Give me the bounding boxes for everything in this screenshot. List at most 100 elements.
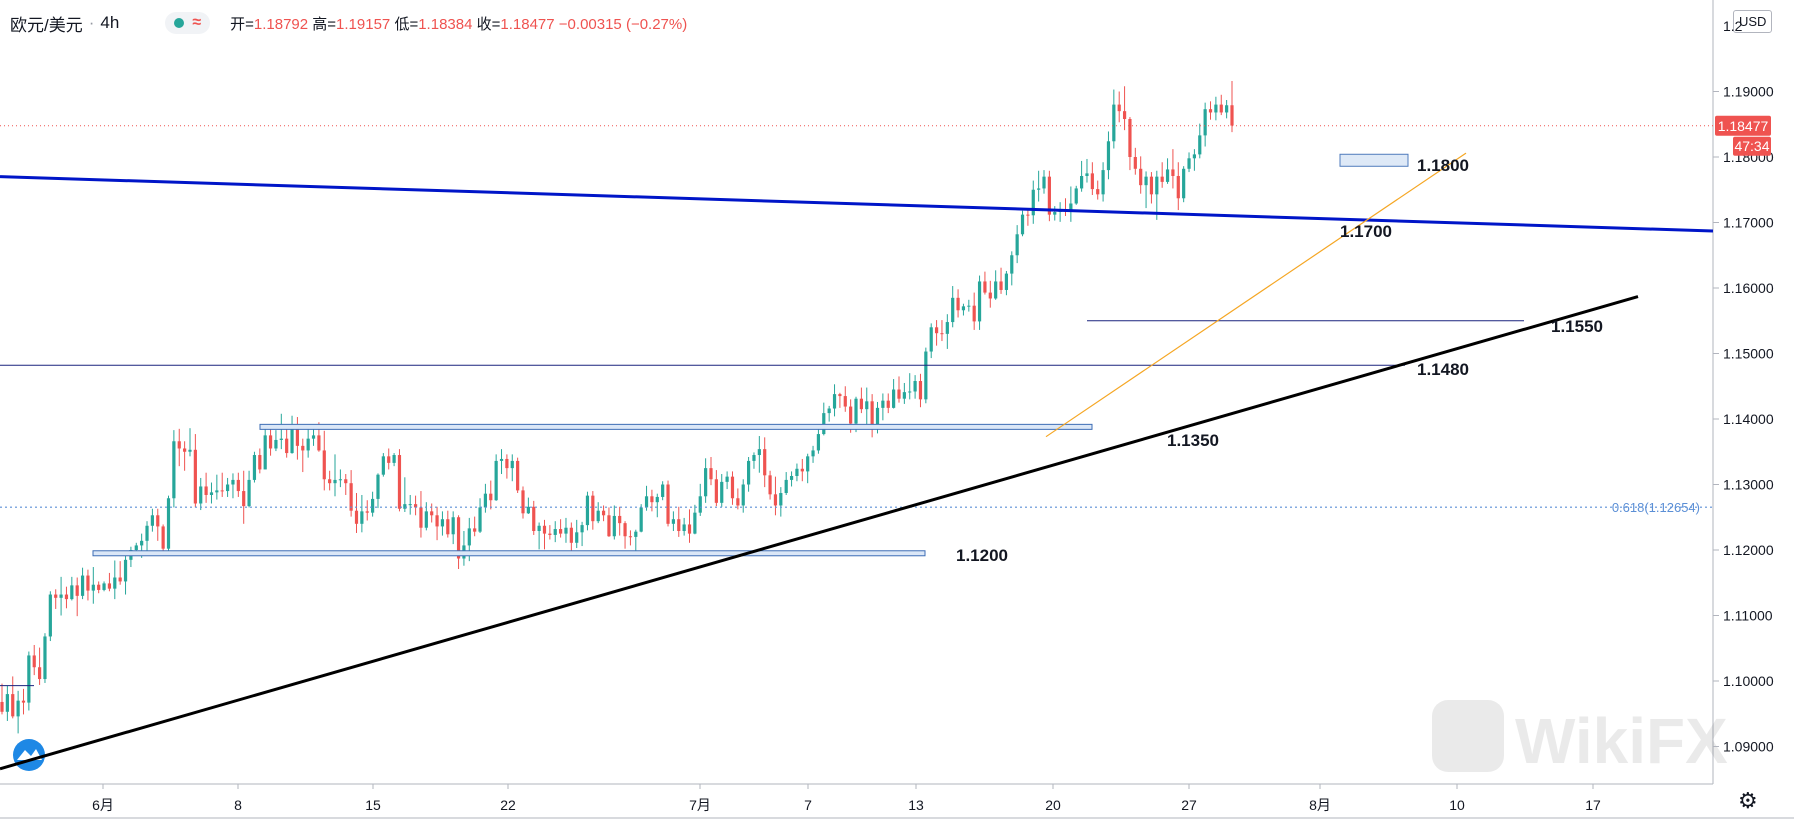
candle-body	[542, 525, 547, 534]
candle-body	[972, 305, 976, 322]
currency-badge[interactable]: USD	[1733, 10, 1773, 33]
candle-body	[1069, 203, 1073, 211]
candle-body	[795, 468, 799, 476]
time-tick-label: 27	[1181, 797, 1197, 813]
candle-body	[591, 495, 595, 522]
candle-body	[693, 512, 697, 534]
candle-body	[553, 529, 557, 535]
candle-body	[32, 655, 36, 668]
candle-body	[387, 456, 391, 463]
wave-icon[interactable]: ≈	[192, 14, 202, 31]
change-value: −0.00315 (−0.27%)	[558, 15, 688, 33]
candle-body	[1187, 158, 1191, 169]
candle-body	[741, 484, 745, 506]
candle-body	[166, 498, 171, 549]
watermark-logo-mark	[1432, 700, 1504, 772]
candle-body	[934, 327, 939, 334]
candle-body	[107, 583, 112, 589]
candle-body	[709, 468, 713, 480]
candle-body	[779, 493, 783, 506]
candle-body	[736, 498, 740, 506]
candle-body	[661, 484, 665, 497]
candle-body	[623, 523, 627, 537]
candle-body	[746, 460, 751, 485]
candle-body	[397, 455, 402, 509]
low-value: 1.18384	[418, 15, 473, 33]
chart-provider-logo[interactable]	[13, 739, 45, 771]
candle-body	[247, 479, 251, 507]
candle-body	[1165, 169, 1170, 182]
candle-body	[183, 448, 187, 452]
candle-body	[886, 400, 890, 408]
candle-body	[424, 511, 428, 528]
candle-body	[945, 322, 949, 334]
candle-body	[532, 506, 536, 532]
candle-body	[1198, 135, 1202, 155]
candle-body	[435, 515, 439, 527]
symbol-name[interactable]: 欧元/美元	[10, 15, 83, 35]
candle-body	[908, 391, 912, 393]
interval-label[interactable]: 4h	[100, 13, 120, 32]
candle-body	[1080, 175, 1084, 189]
indicator-toggle-pill[interactable]: ≈	[165, 12, 211, 34]
candle-body	[48, 594, 52, 637]
candle-body	[1171, 169, 1175, 176]
candle-body	[473, 528, 477, 532]
candle-body	[1230, 105, 1234, 126]
candle-body	[204, 486, 208, 495]
settings-gear-icon[interactable]: ⚙	[1738, 788, 1758, 813]
candle-body	[865, 401, 869, 410]
price-tick-label: 1.14000	[1723, 411, 1774, 427]
price-tick-label: 1.09000	[1723, 739, 1774, 755]
candle-body	[687, 524, 692, 534]
candle-body	[725, 476, 729, 482]
candle-body	[403, 504, 407, 509]
candle-body	[285, 438, 289, 454]
time-tick-label: 22	[500, 797, 516, 813]
candle-body	[832, 394, 837, 409]
chart-legend: 欧元/美元 · 4h ≈ 开=1.18792 高=1.19157 低=1.183…	[10, 10, 687, 36]
candle-body	[1122, 111, 1127, 120]
candle-body	[510, 460, 514, 469]
high-label: 高=	[312, 15, 337, 33]
candle-body	[994, 281, 998, 299]
candle-body	[698, 496, 702, 513]
candle-body	[1208, 109, 1213, 113]
price-tick-label: 1.15000	[1723, 346, 1774, 362]
candle-body	[1133, 157, 1137, 169]
candle-body	[612, 515, 616, 537]
price-axis: 1.09000 1.10000 1.11000 1.12000 1.13000 1.140…	[1713, 18, 1774, 755]
level-label: 1.1550	[1551, 317, 1603, 336]
candle-body	[768, 475, 772, 495]
candle-body	[118, 577, 122, 582]
candle-body	[11, 694, 15, 717]
candle-body	[419, 507, 423, 528]
price-tick-label: 1.17000	[1723, 215, 1774, 231]
candle-body	[628, 536, 633, 538]
candle-body	[585, 495, 590, 526]
candle-body	[102, 583, 106, 590]
candle-body	[333, 479, 337, 484]
candle-body	[666, 484, 670, 524]
candle-body	[381, 456, 385, 475]
low-label: 低=	[394, 15, 419, 33]
candle-body	[1203, 109, 1207, 136]
candle-body	[773, 494, 778, 506]
candle-body	[902, 392, 906, 399]
price-tick-label: 1.13000	[1723, 477, 1774, 493]
candle-body	[91, 584, 95, 591]
candle-body	[365, 511, 369, 513]
candle-body	[650, 496, 654, 503]
candle-body	[516, 460, 520, 491]
candle-body	[940, 333, 944, 335]
candle-body	[1020, 214, 1025, 235]
price-tick-label: 1.10000	[1723, 673, 1774, 689]
candle-body	[827, 408, 831, 414]
level-label: 1.1350	[1167, 431, 1219, 450]
candle-body	[188, 449, 192, 452]
visibility-dot-icon[interactable]	[174, 18, 185, 28]
candle-body	[811, 450, 815, 457]
candle-body	[671, 519, 675, 524]
chart-drawings: 0.618(1.12654) 1.1800 1.1700 1.1550 1.1480 1.…	[0, 125, 1714, 771]
